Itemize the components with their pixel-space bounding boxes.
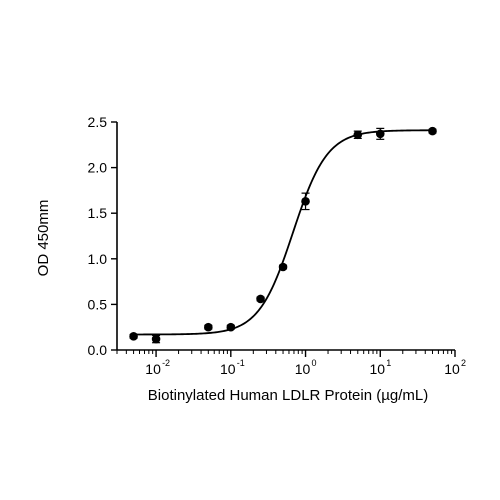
data-point: [129, 332, 138, 341]
x-tick-label-exponent: -2: [162, 358, 170, 368]
x-tick-label-base: 10: [145, 361, 161, 377]
data-point-marker: [428, 126, 437, 136]
x-tick-label-exponent: -1: [237, 358, 245, 368]
fit-curve: [133, 129, 433, 336]
x-tick-label-base: 10: [295, 361, 311, 377]
x-tick-label-base: 10: [369, 361, 385, 377]
data-point: [204, 322, 213, 332]
x-tick-label-exponent: 1: [386, 358, 391, 368]
data-point-marker: [204, 322, 213, 332]
data-point-marker: [151, 334, 161, 344]
y-tick-label: 2.0: [88, 160, 108, 176]
data-point-marker: [226, 322, 236, 332]
y-tick-label: 0.0: [88, 342, 108, 358]
y-axis-title: OD 450mm: [35, 200, 52, 277]
data-point-marker: [256, 294, 265, 304]
data-point-marker: [353, 130, 363, 140]
x-tick-label: 10 2: [444, 358, 466, 377]
x-axis-title: Biotinylated Human LDLR Protein (µg/mL): [148, 387, 428, 404]
data-point-marker: [278, 262, 288, 272]
y-tick-label: 2.5: [88, 114, 108, 130]
data-point: [278, 262, 288, 272]
data-point: [151, 334, 161, 344]
data-point: [301, 192, 310, 211]
data-point-marker: [129, 332, 138, 341]
y-axis-ticks: 0.0 0.5 1.0 1.5 2.0 2.5: [88, 114, 117, 358]
data-point: [256, 294, 265, 304]
data-point: [428, 126, 437, 136]
data-point-marker: [375, 129, 385, 139]
data-point-marker: [301, 197, 310, 206]
data-points: [129, 126, 437, 344]
x-tick-label: 10 -2: [145, 358, 170, 377]
x-tick-label-base: 10: [220, 361, 236, 377]
x-tick-label-base: 10: [444, 361, 460, 377]
data-point: [375, 127, 385, 140]
x-tick-label: 10 0: [295, 358, 317, 377]
data-point: [226, 322, 236, 332]
x-tick-label-exponent: 2: [461, 358, 466, 368]
x-tick-label-exponent: 0: [312, 358, 317, 368]
x-axis-ticks: 10 -2 10 -1 10 0 10 1 10 2: [116, 350, 466, 377]
y-tick-label: 1.0: [88, 251, 108, 267]
y-tick-label: 1.5: [88, 205, 108, 221]
data-point: [353, 130, 363, 140]
axes: [116, 122, 455, 351]
y-tick-label: 0.5: [88, 296, 108, 312]
x-tick-label: 10 1: [369, 358, 391, 377]
x-tick-label: 10 -1: [220, 358, 245, 377]
